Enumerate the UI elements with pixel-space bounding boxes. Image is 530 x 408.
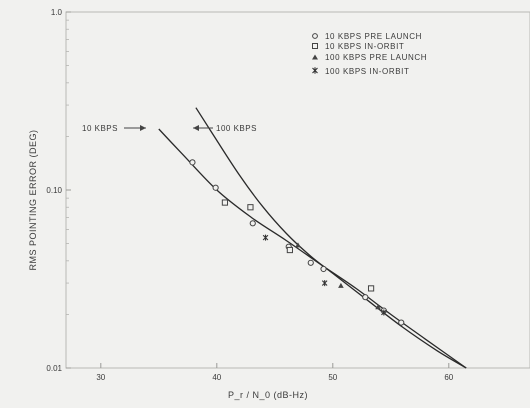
legend: 10 KBPS PRE LAUNCH 10 KBPS IN-ORBIT 100 … [312, 32, 427, 76]
data-point-circle [398, 319, 405, 326]
data-point-triangle [338, 282, 344, 288]
data-point-square [247, 204, 254, 211]
data-point-circle [249, 220, 256, 227]
data-point-circle [362, 294, 369, 301]
data-point-square [221, 199, 229, 206]
y-tick-label: 0.01 [46, 364, 62, 373]
y-tick-label: 1.0 [51, 8, 63, 17]
legend-label: 10 KBPS IN-ORBIT [325, 42, 404, 51]
data-point-square [286, 246, 293, 254]
data-point-star [262, 234, 269, 241]
legend-marker-circle [312, 33, 318, 39]
legend-label: 100 KBPS IN-ORBIT [325, 67, 409, 76]
data-point-triangle [295, 242, 301, 248]
axis-ticks [66, 11, 450, 369]
arrowhead-icon [140, 125, 146, 131]
x-axis-title: P_r / N_0 (dB-Hz) [228, 390, 308, 400]
data-point-circle [307, 259, 314, 266]
curve-line [158, 128, 467, 369]
data-point-circle [189, 159, 196, 166]
arrowhead-icon [193, 125, 199, 131]
legend-label: 100 KBPS PRE LAUNCH [325, 53, 427, 62]
legend-marker-star [312, 67, 318, 74]
x-tick-label: 50 [328, 373, 337, 382]
y-tick-label: 0.10 [46, 186, 62, 195]
x-tick-label: 30 [96, 373, 105, 382]
data-point-star [381, 309, 387, 316]
x-tick-labels: 30 40 50 60 [96, 373, 453, 382]
data-point-triangle [375, 304, 381, 310]
annotation-10kbps: 10 KBPS [82, 124, 146, 133]
plot-frame [65, 11, 530, 369]
legend-marker-triangle [312, 54, 318, 60]
annotation-100kbps: 100 KBPS [193, 124, 257, 133]
data-point-square [367, 285, 375, 292]
data-point-circle [212, 184, 219, 191]
legend-marker-square [312, 43, 318, 49]
data-markers [189, 159, 405, 326]
annotation-label: 100 KBPS [216, 124, 257, 133]
legend-label: 10 KBPS PRE LAUNCH [325, 32, 422, 41]
data-point-star [321, 280, 328, 287]
curve-line [195, 107, 467, 369]
annotation-label: 10 KBPS [82, 124, 118, 133]
y-tick-labels: 0.01 0.10 1.0 [46, 8, 62, 373]
fit-curves [158, 107, 467, 369]
x-tick-label: 60 [444, 373, 453, 382]
y-axis-title: RMS POINTING ERROR (DEG) [28, 129, 38, 270]
data-point-circle [320, 265, 327, 273]
x-tick-label: 40 [212, 373, 221, 382]
